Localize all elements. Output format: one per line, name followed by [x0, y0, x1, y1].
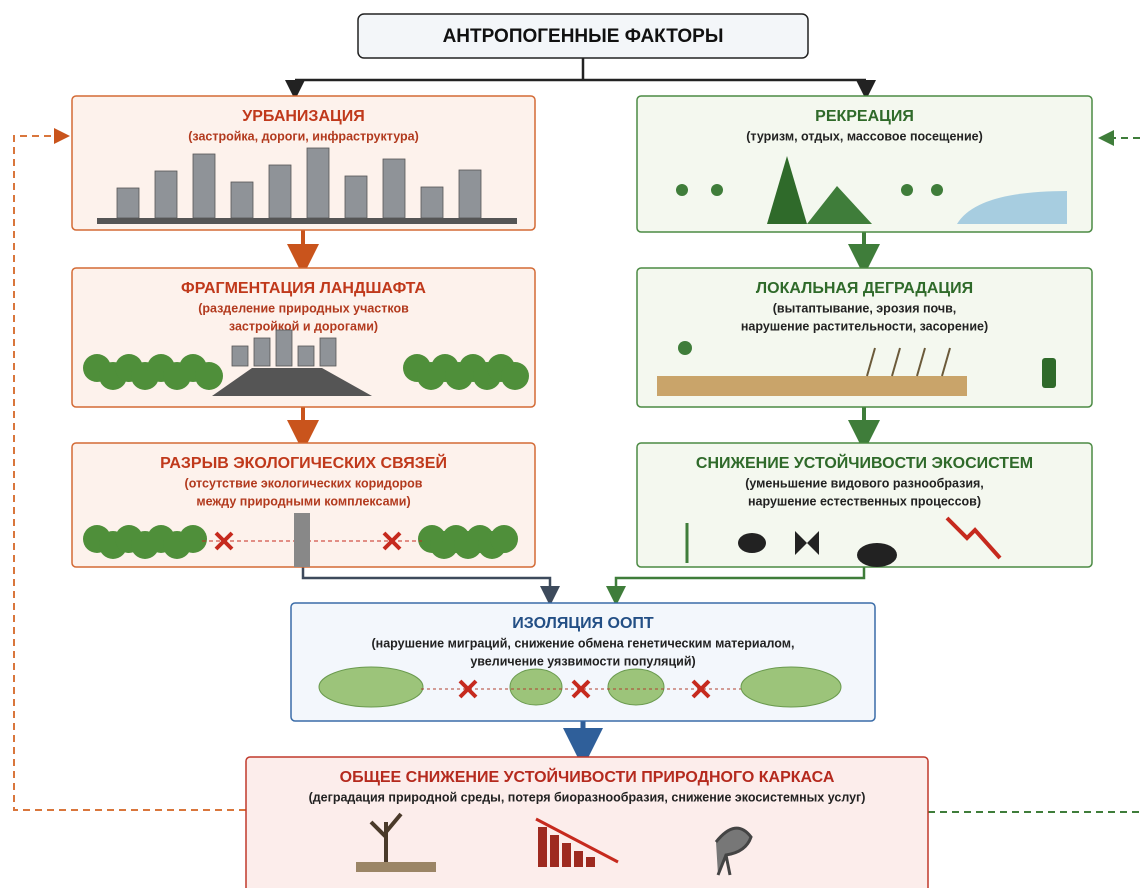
building: [307, 148, 329, 218]
node-title: СНИЖЕНИЕ УСТОЙЧИВОСТИ ЭКОСИСТЕМ: [696, 453, 1033, 472]
tree: [501, 362, 529, 390]
soil: [356, 862, 436, 872]
node-subtitle: (деградация природной среды, потеря биор…: [309, 790, 866, 804]
building: [231, 182, 253, 218]
node-title: ИЗОЛЯЦИЯ ООПТ: [512, 615, 654, 632]
hiker: [711, 184, 723, 196]
node-subtitle: (отсутствие экологических коридоров: [185, 476, 423, 490]
node: РЕКРЕАЦИЯ (туризм, отдых, массовое посеще…: [637, 96, 1092, 232]
habitat-patch: [510, 669, 562, 705]
building: [421, 187, 443, 218]
diagram: АНТРОПОГЕННЫЕ ФАКТОРЫ УРБАНИЗАЦИЯ (застро…: [0, 0, 1142, 888]
hiker: [901, 184, 913, 196]
node: РАЗРЫВ ЭКОЛОГИЧЕСКИХ СВЯЗЕЙ (отсутствие э…: [72, 443, 535, 567]
habitat-patch: [741, 667, 841, 707]
building: [298, 346, 314, 366]
tree: [490, 525, 518, 553]
node-subtitle: (вытаптывание, эрозия почв,: [773, 301, 957, 315]
node: УРБАНИЗАЦИЯ (застройка, дороги, инфрастру…: [72, 96, 535, 230]
habitat-patch: [319, 667, 423, 707]
node: ИЗОЛЯЦИЯ ООПТ (нарушение миграций, снижен…: [291, 603, 875, 721]
soil: [657, 376, 967, 396]
node-subtitle: увеличение уязвимости популяций): [470, 654, 695, 668]
node-subtitle: (уменьшение видового разнообразия,: [745, 476, 984, 490]
ground: [97, 218, 517, 224]
hedgehog: [857, 543, 897, 567]
node-subtitle: застройкой и дорогами): [229, 319, 378, 333]
road: [294, 513, 310, 567]
node-title: РЕКРЕАЦИЯ: [815, 108, 914, 125]
node-title: ЛОКАЛЬНАЯ ДЕГРАДАЦИЯ: [756, 280, 973, 297]
building: [276, 330, 292, 366]
node-subtitle: нарушение растительности, засорение): [741, 319, 988, 333]
node-subtitle: (туризм, отдых, массовое посещение): [746, 129, 983, 143]
node-title: ОБЩЕЕ СНИЖЕНИЕ УСТОЙЧИВОСТИ ПРИРОДНОГО К…: [340, 767, 835, 786]
hiker: [931, 184, 943, 196]
node-title: ФРАГМЕНТАЦИЯ ЛАНДШАФТА: [181, 280, 426, 297]
node-subtitle: нарушение естественных процессов): [748, 494, 981, 508]
building: [345, 176, 367, 218]
node-title: РАЗРЫВ ЭКОЛОГИЧЕСКИХ СВЯЗЕЙ: [160, 453, 447, 472]
building: [383, 159, 405, 218]
node: ФРАГМЕНТАЦИЯ ЛАНДШАФТА (разделение природ…: [72, 268, 535, 407]
building: [232, 346, 248, 366]
building: [193, 154, 215, 218]
node-subtitle: (застройка, дороги, инфраструктура): [188, 129, 419, 143]
building: [269, 165, 291, 218]
tree: [179, 525, 207, 553]
node-subtitle: (нарушение миграций, снижение обмена ген…: [371, 636, 794, 650]
bar-icon: [550, 835, 559, 867]
bird: [738, 533, 766, 553]
building: [117, 188, 139, 218]
node-subtitle: между природными комплексами): [196, 494, 410, 508]
bar-icon: [574, 851, 583, 867]
hiker: [676, 184, 688, 196]
bar-icon: [538, 827, 547, 867]
hiker: [678, 341, 692, 355]
building: [254, 338, 270, 366]
node: ОБЩЕЕ СНИЖЕНИЕ УСТОЙЧИВОСТИ ПРИРОДНОГО К…: [246, 757, 928, 888]
bar-icon: [586, 857, 595, 867]
building: [320, 338, 336, 366]
bar-icon: [562, 843, 571, 867]
building: [155, 171, 177, 218]
node-title: УРБАНИЗАЦИЯ: [242, 108, 364, 125]
tree: [195, 362, 223, 390]
litter: [1042, 358, 1056, 388]
node: ЛОКАЛЬНАЯ ДЕГРАДАЦИЯ (вытаптывание, эрози…: [637, 268, 1092, 407]
node-subtitle: (разделение природных участков: [198, 301, 409, 315]
habitat-patch: [608, 669, 664, 705]
node: СНИЖЕНИЕ УСТОЙЧИВОСТИ ЭКОСИСТЕМ (уменьшен…: [637, 443, 1092, 567]
header-title: АНТРОПОГЕННЫЕ ФАКТОРЫ: [443, 26, 724, 47]
building: [459, 170, 481, 218]
